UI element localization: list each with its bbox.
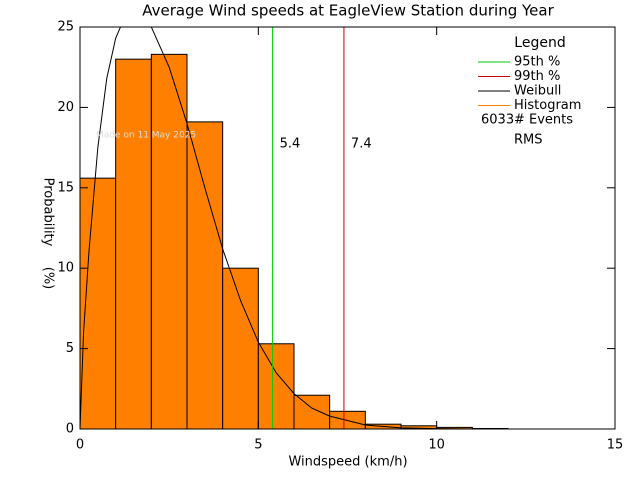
percentile-label: 7.4 xyxy=(351,137,372,152)
watermark: Made on 11 May 2025 xyxy=(96,131,196,141)
x-tick-label: 0 xyxy=(76,438,84,453)
x-tick-label: 10 xyxy=(428,438,445,453)
y-tick-label: 25 xyxy=(57,20,74,35)
histogram-bar xyxy=(258,344,294,429)
legend-label: 99th % xyxy=(514,69,560,84)
x-tick-label: 15 xyxy=(607,438,624,453)
chart-title: Average Wind speeds at EagleView Station… xyxy=(142,2,554,20)
histogram-bar xyxy=(223,268,259,429)
rms-label: RMS xyxy=(514,133,543,148)
y-tick-label: 5 xyxy=(66,341,74,356)
y-tick-label: 20 xyxy=(57,100,74,115)
histogram-bar xyxy=(294,395,330,429)
x-axis-label: Windspeed (km/h) xyxy=(288,455,407,470)
x-tick-label: 5 xyxy=(254,438,262,453)
histogram-bar xyxy=(187,122,223,429)
legend-label: Weibull xyxy=(514,84,561,99)
y-axis-label: (%) xyxy=(41,267,56,290)
events-label: # Events xyxy=(514,113,573,128)
histogram-bar xyxy=(151,54,187,429)
y-axis-label: Probability xyxy=(41,178,56,247)
legend-label: Histogram xyxy=(514,98,581,113)
legend-label: 95th % xyxy=(514,55,560,70)
y-tick-label: 0 xyxy=(66,422,74,437)
y-tick-label: 10 xyxy=(57,261,74,276)
percentile-label: 5.4 xyxy=(280,137,301,152)
histogram-bar xyxy=(116,59,152,429)
legend-title: Legend xyxy=(514,35,565,51)
events-count: 6033 xyxy=(481,113,514,128)
y-tick-label: 15 xyxy=(57,180,74,195)
